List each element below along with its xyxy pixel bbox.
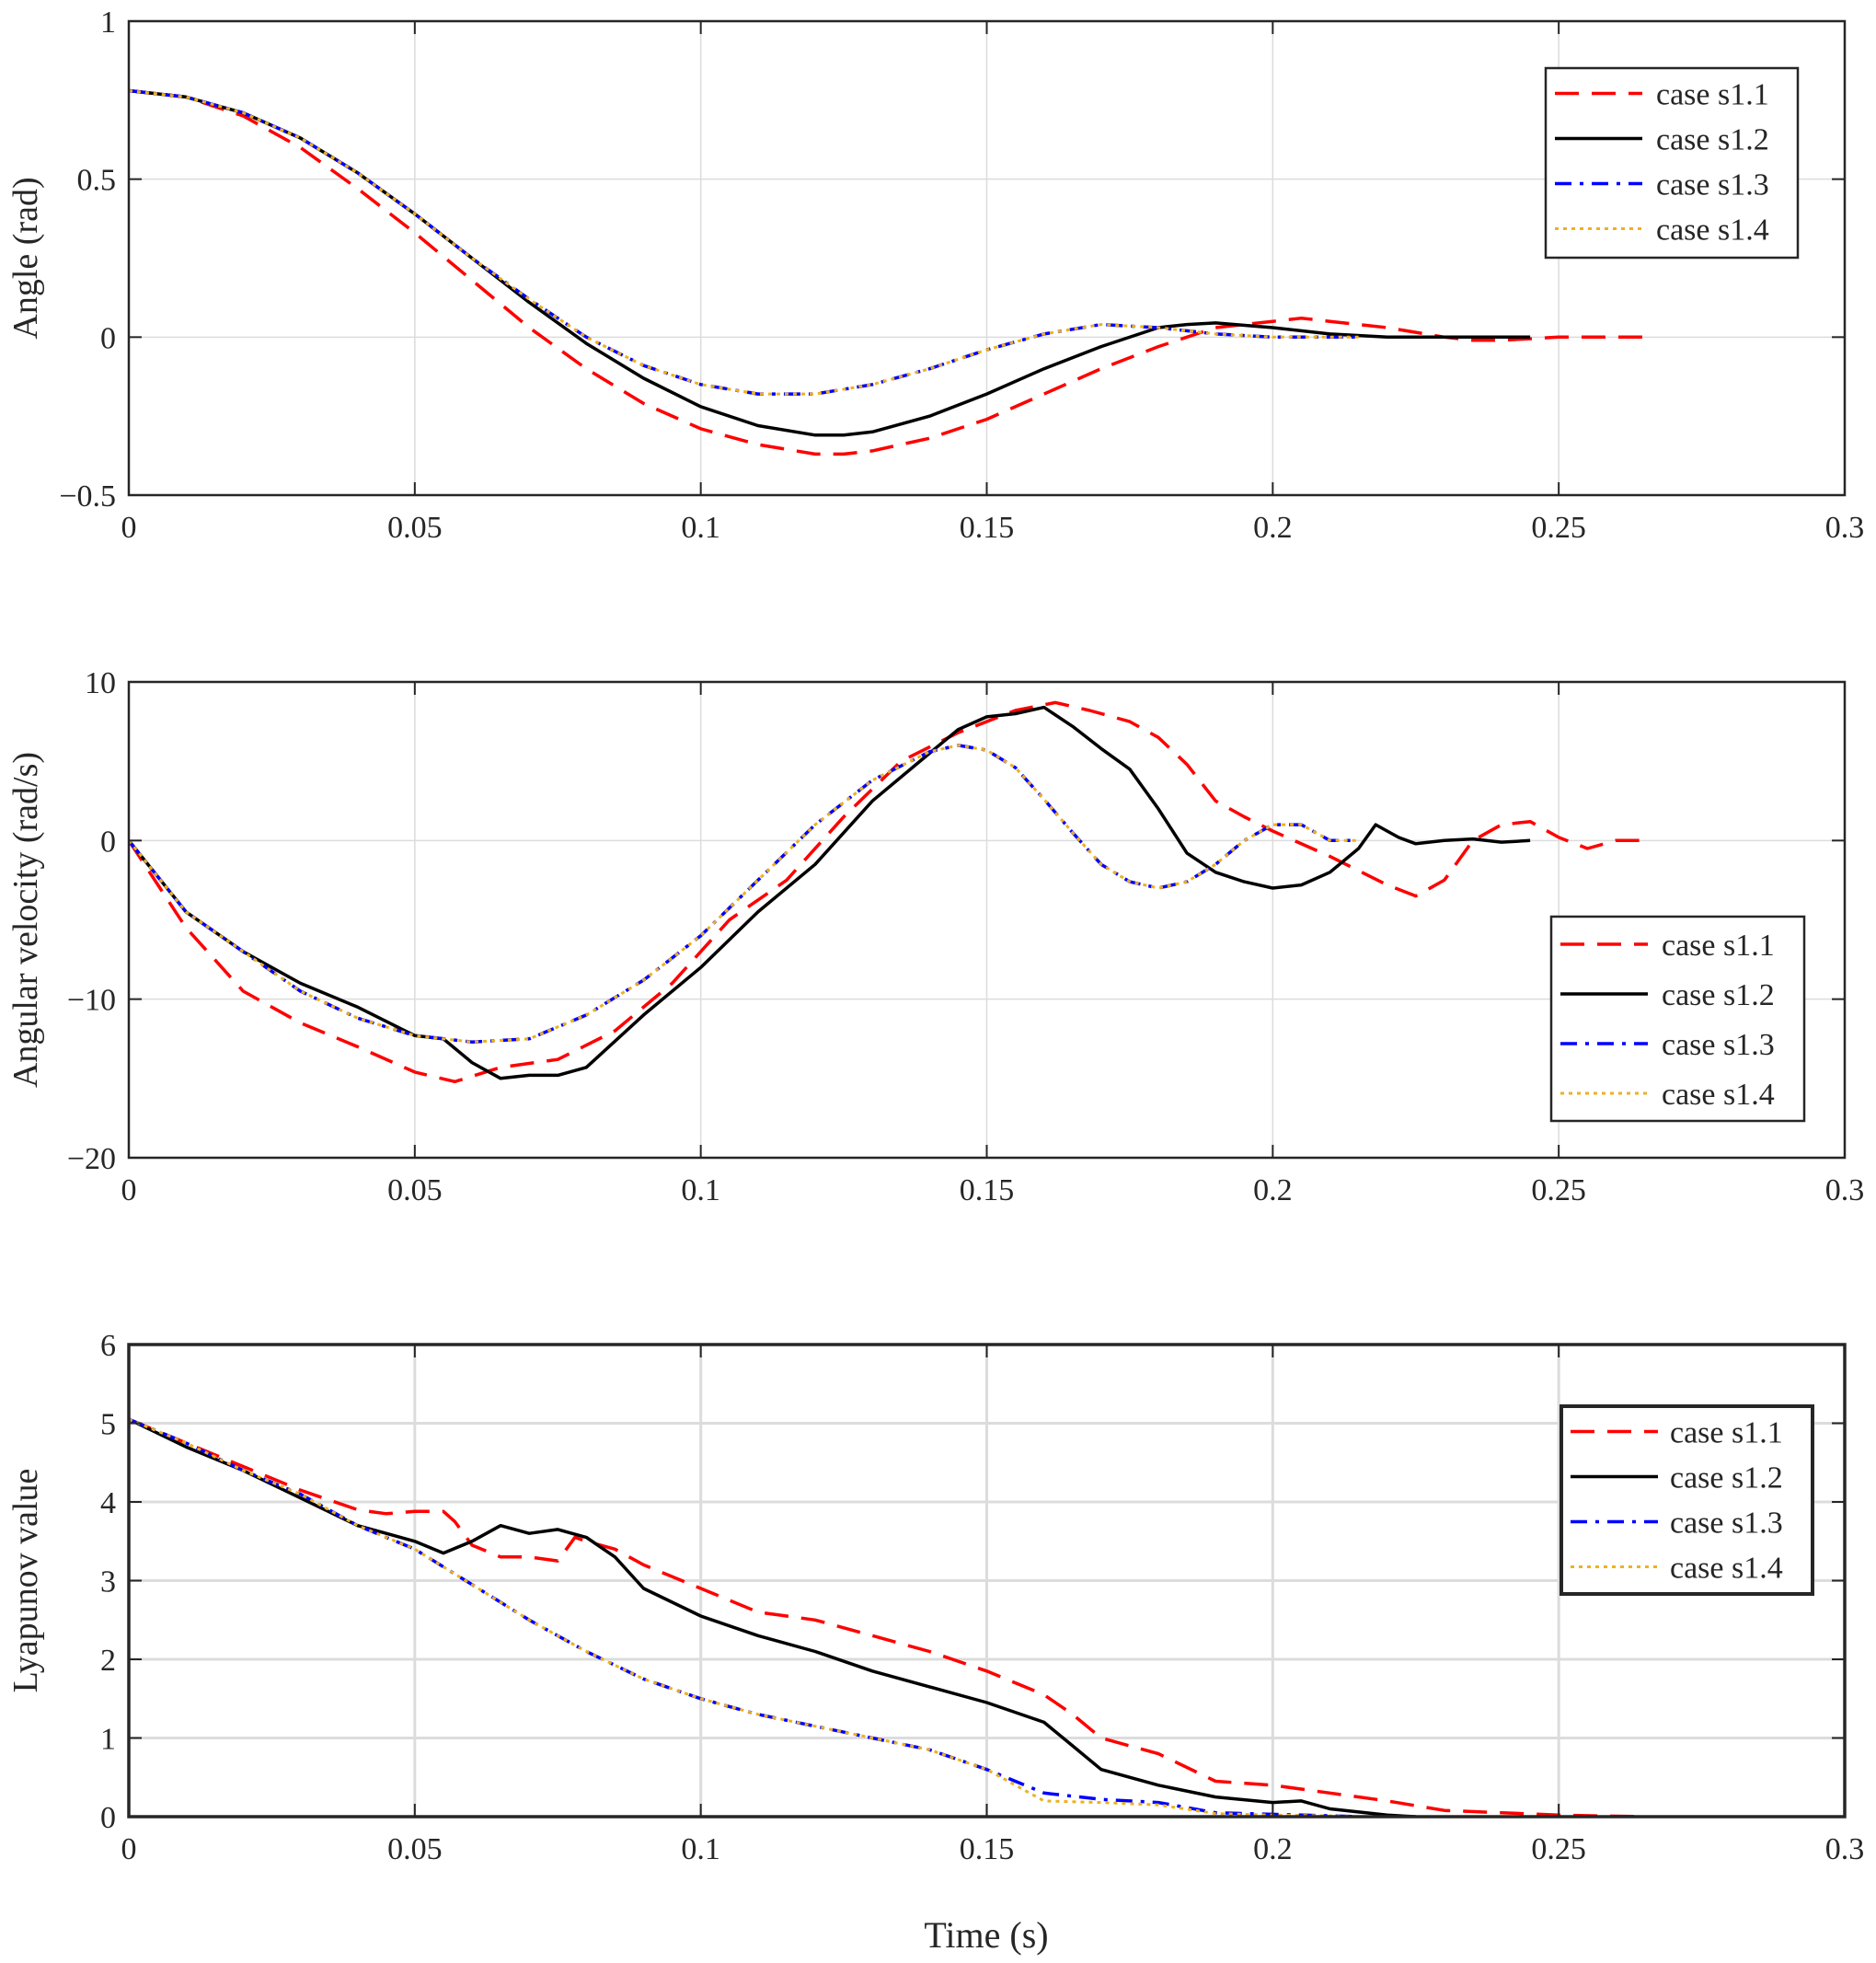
y-tick-label: 4	[100, 1486, 116, 1520]
legend: case s1.1 case s1.2 case s1.3 case s1.4	[1559, 1404, 1814, 1596]
x-tick-label: 0.05	[387, 1173, 443, 1207]
y-tick-label: 1	[100, 1723, 116, 1757]
x-tick-label: 0.1	[681, 1173, 720, 1207]
legend: case s1.1 case s1.2 case s1.3 case s1.4	[1549, 915, 1806, 1123]
legend-label: case s1.3	[1670, 1507, 1783, 1541]
ticks: 0 0.05 0.1 0.15 0.2 0.25 0.3 −20 −10 0 10	[67, 666, 1864, 1207]
x-tick-label: 0.05	[387, 511, 443, 545]
y-tick-label: −10	[67, 984, 116, 1018]
x-tick-label: 0.25	[1531, 511, 1586, 545]
x-tick-label: 0.3	[1825, 1832, 1865, 1866]
y-tick-label: 1	[100, 6, 116, 40]
x-tick-label: 0.25	[1531, 1832, 1586, 1866]
y-tick-label: 3	[100, 1565, 116, 1599]
series-line-case-s1-1	[129, 1417, 1645, 1817]
y-tick-label: 2	[100, 1644, 116, 1678]
legend-box	[1544, 66, 1800, 260]
series-line-case-s1-4	[129, 744, 1359, 1044]
subplot-2: 0 0.05 0.1 0.15 0.2 0.25 0.3 −20 −10 0 10 Angular v…	[6, 666, 1864, 1207]
ticks: 0 0.05 0.1 0.15 0.2 0.25 0.3 0 1 2 3 4 5 6	[100, 1329, 1864, 1866]
x-tick-label: 0.15	[960, 1832, 1015, 1866]
x-tick-label: 0.15	[960, 1173, 1015, 1207]
x-tick-label: 0	[121, 1832, 137, 1866]
x-tick-label: 0.3	[1825, 511, 1865, 545]
x-tick-label: 0.15	[960, 511, 1015, 545]
legend-label: case s1.4	[1670, 1552, 1783, 1586]
y-tick-label: 5	[100, 1408, 116, 1442]
legend-box	[1559, 1404, 1814, 1596]
series-line-case-s1-3	[129, 744, 1359, 1044]
legend-label: case s1.1	[1662, 929, 1775, 963]
y-axis-label: Lyapunov value	[6, 1469, 45, 1693]
series-line-case-s1-1	[129, 88, 1645, 456]
legend-label: case s1.4	[1662, 1078, 1775, 1112]
legend-label: case s1.1	[1656, 78, 1769, 112]
legend-label: case s1.2	[1662, 978, 1775, 1012]
series-line-case-s1-4	[129, 89, 1359, 396]
legend-label: case s1.1	[1670, 1416, 1783, 1450]
series-line-case-s1-4	[129, 1417, 1359, 1817]
legend-box	[1549, 915, 1806, 1123]
x-tick-label: 0	[121, 1173, 137, 1207]
x-tick-label: 0.2	[1253, 1832, 1293, 1866]
series-group	[129, 700, 1645, 1084]
y-tick-label: 0	[100, 825, 116, 859]
subplot-3: 0 0.05 0.1 0.15 0.2 0.25 0.3 0 1 2 3 4 5 6 Lyapunov va…	[6, 1329, 1864, 1866]
ticks: 0 0.05 0.1 0.15 0.2 0.25 0.3−0.500.51	[59, 6, 1864, 545]
series-group	[129, 1417, 1645, 1817]
series-line-case-s1-1	[129, 700, 1645, 1084]
x-tick-label: 0.1	[681, 511, 720, 545]
legend-label: case s1.2	[1656, 123, 1769, 157]
x-tick-label: 0.1	[681, 1832, 720, 1866]
y-tick-label: 0.5	[77, 164, 117, 198]
legend-label: case s1.4	[1656, 214, 1769, 248]
legend-label: case s1.2	[1670, 1461, 1783, 1495]
legend: case s1.1 case s1.2 case s1.3 case s1.4	[1544, 66, 1800, 260]
x-tick-label: 0.2	[1253, 1173, 1293, 1207]
y-tick-label: −20	[67, 1142, 116, 1176]
series-line-case-s1-2	[129, 1417, 1416, 1817]
x-tick-label: 0	[121, 511, 137, 545]
y-axis-label: Angular velocity (rad/s)	[6, 752, 45, 1088]
y-tick-label: 10	[85, 666, 116, 700]
y-tick-label: 0	[100, 321, 116, 355]
x-tick-label: 0.3	[1825, 1173, 1865, 1207]
legend-label: case s1.3	[1656, 168, 1769, 202]
x-tick-label: 0.05	[387, 1832, 443, 1866]
y-tick-label: 6	[100, 1329, 116, 1363]
legend-label: case s1.3	[1662, 1028, 1775, 1062]
y-tick-label: 0	[100, 1801, 116, 1835]
series-line-case-s1-2	[129, 705, 1531, 1080]
series-line-case-s1-3	[129, 1417, 1359, 1817]
x-axis-label: Time (s)	[924, 1914, 1048, 1956]
x-tick-label: 0.25	[1531, 1173, 1586, 1207]
series-group	[129, 88, 1645, 456]
y-tick-label: −0.5	[59, 479, 116, 514]
y-axis-label: Angle (rad)	[6, 177, 45, 339]
x-tick-label: 0.2	[1253, 511, 1293, 545]
